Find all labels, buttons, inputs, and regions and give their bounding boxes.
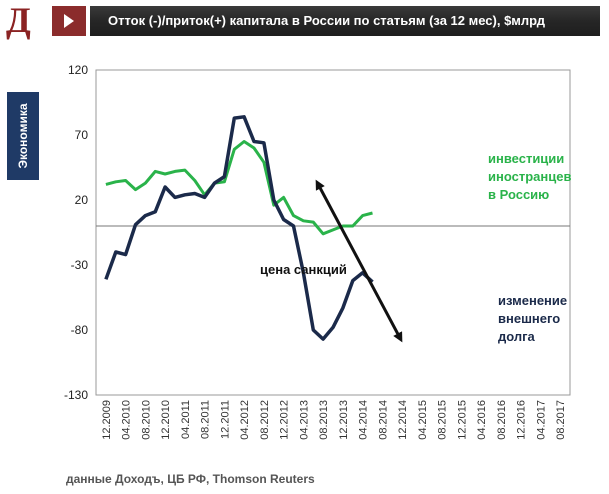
x-tick-label: 08.2013 <box>318 400 330 440</box>
series-line-external-debt <box>104 115 374 341</box>
x-tick-label: 12.2010 <box>160 400 172 440</box>
navy-series-label: изменение внешнего долга <box>498 293 567 344</box>
x-tick-label: 08.2017 <box>555 400 567 440</box>
series-line-investments <box>105 140 373 236</box>
navy-label-line-1: изменение <box>498 293 567 308</box>
play-arrow-icon <box>52 6 86 36</box>
x-tick-label: 08.2011 <box>200 400 212 439</box>
x-tick-label: 04.2016 <box>476 400 488 440</box>
x-tick-label: 12.2009 <box>101 400 113 440</box>
logo: Д <box>0 0 48 40</box>
green-series-label: инвестиции иностранцев в Россию <box>488 151 571 202</box>
y-tick-label: -80 <box>71 323 89 337</box>
x-tick-label: 04.2015 <box>417 400 429 440</box>
y-tick-label: 20 <box>75 193 89 207</box>
navy-label-line-2: внешнего <box>498 311 560 326</box>
x-tick-label: 04.2017 <box>535 400 547 440</box>
x-tick-label: 12.2013 <box>338 400 350 440</box>
x-tick-label: 08.2014 <box>377 400 389 440</box>
x-tick-label: 12.2012 <box>279 400 291 440</box>
navy-label-line-3: долга <box>498 329 536 344</box>
y-tick-label: 70 <box>75 128 89 142</box>
green-label-line-2: иностранцев <box>488 169 571 184</box>
x-tick-label: 12.2015 <box>456 400 468 440</box>
chart-title-bar: Отток (-)/приток(+) капитала в России по… <box>90 6 600 36</box>
x-tick-label: 04.2011 <box>180 400 192 439</box>
source-note: данные Доходъ, ЦБ РФ, Thomson Reuters <box>66 472 315 486</box>
x-tick-label: 12.2011 <box>219 400 231 439</box>
x-tick-label: 08.2015 <box>437 400 449 440</box>
sidebar-tab[interactable]: Экономика <box>7 92 39 180</box>
x-tick-label: 04.2012 <box>239 400 251 440</box>
x-tick-label: 08.2010 <box>140 400 152 440</box>
x-tick-label: 08.2016 <box>496 400 508 440</box>
x-tick-label: 12.2014 <box>397 400 409 440</box>
plot-frame <box>95 69 571 396</box>
chart-title: Отток (-)/приток(+) капитала в России по… <box>108 13 546 28</box>
green-label-line-1: инвестиции <box>488 151 564 166</box>
sanctions-arrow <box>315 179 403 343</box>
logo-letter: Д <box>6 0 31 40</box>
y-tick-label: -30 <box>71 258 89 272</box>
x-tick-label: 04.2010 <box>121 400 133 440</box>
x-tick-label: 08.2012 <box>259 400 271 440</box>
x-tick-label: 04.2013 <box>298 400 310 440</box>
green-label-line-3: в Россию <box>488 187 549 202</box>
x-tick-label: 04.2014 <box>358 400 370 440</box>
x-tick-label: 12.2016 <box>516 400 528 440</box>
y-tick-label: -130 <box>64 388 88 402</box>
y-tick-label: 120 <box>68 63 88 77</box>
arrow-label: цена санкций <box>260 262 347 277</box>
